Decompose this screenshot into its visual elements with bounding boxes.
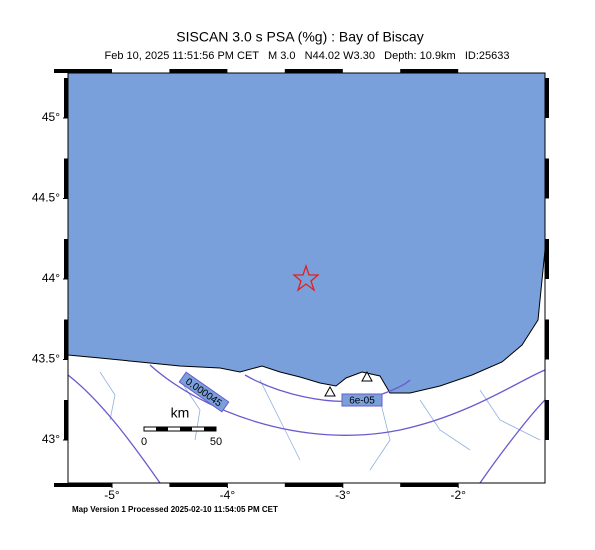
scale-end: 50 (210, 436, 222, 448)
frame-seg (64, 239, 68, 279)
frame-seg (64, 319, 68, 360)
frame-seg (400, 69, 459, 73)
station (324, 385, 336, 397)
frame-seg (64, 400, 68, 440)
frame-seg (545, 319, 549, 360)
contour-label: 6e-05 (349, 396, 375, 407)
title: SISCAN 3.0 s PSA (%g) : Bay of Biscay (176, 29, 423, 45)
contours (68, 364, 545, 483)
lat-label: 44.5° (32, 191, 60, 205)
frame-seg (284, 483, 343, 487)
frame-seg (54, 69, 112, 73)
frame-seg (545, 158, 549, 199)
lon-label: -4° (220, 488, 236, 502)
frame-seg (64, 78, 68, 118)
rivers (99, 371, 541, 471)
frame-seg (400, 483, 459, 487)
scale-unit: km (171, 405, 190, 421)
lat-label: 44° (42, 271, 60, 285)
subtitle: Feb 10, 2025 11:51:56 PM CET M 3.0 N44.0… (105, 50, 510, 62)
frame-seg (284, 69, 343, 73)
epicenter (292, 263, 320, 292)
station (361, 370, 373, 382)
scale-start: 0 (141, 436, 147, 448)
scale-bar (143, 426, 217, 432)
frame-seg (169, 69, 228, 73)
frame-seg (64, 158, 68, 199)
lat-label: 43.5° (32, 352, 60, 366)
sea (68, 73, 545, 394)
frame-seg (54, 483, 112, 487)
frame-seg (545, 78, 549, 118)
frame-seg (545, 400, 549, 440)
footer: Map Version 1 Processed 2025-02-10 11:54… (72, 505, 278, 514)
lat-label: 43° (42, 432, 60, 446)
map-area: 0.000045 6e-05 km 0 50 (68, 73, 545, 483)
frame-seg (545, 239, 549, 279)
frame-seg (169, 483, 228, 487)
lon-label: -5° (104, 488, 120, 502)
lat-label: 45° (42, 110, 60, 124)
lon-label: -2° (450, 488, 466, 502)
lon-label: -3° (335, 488, 351, 502)
